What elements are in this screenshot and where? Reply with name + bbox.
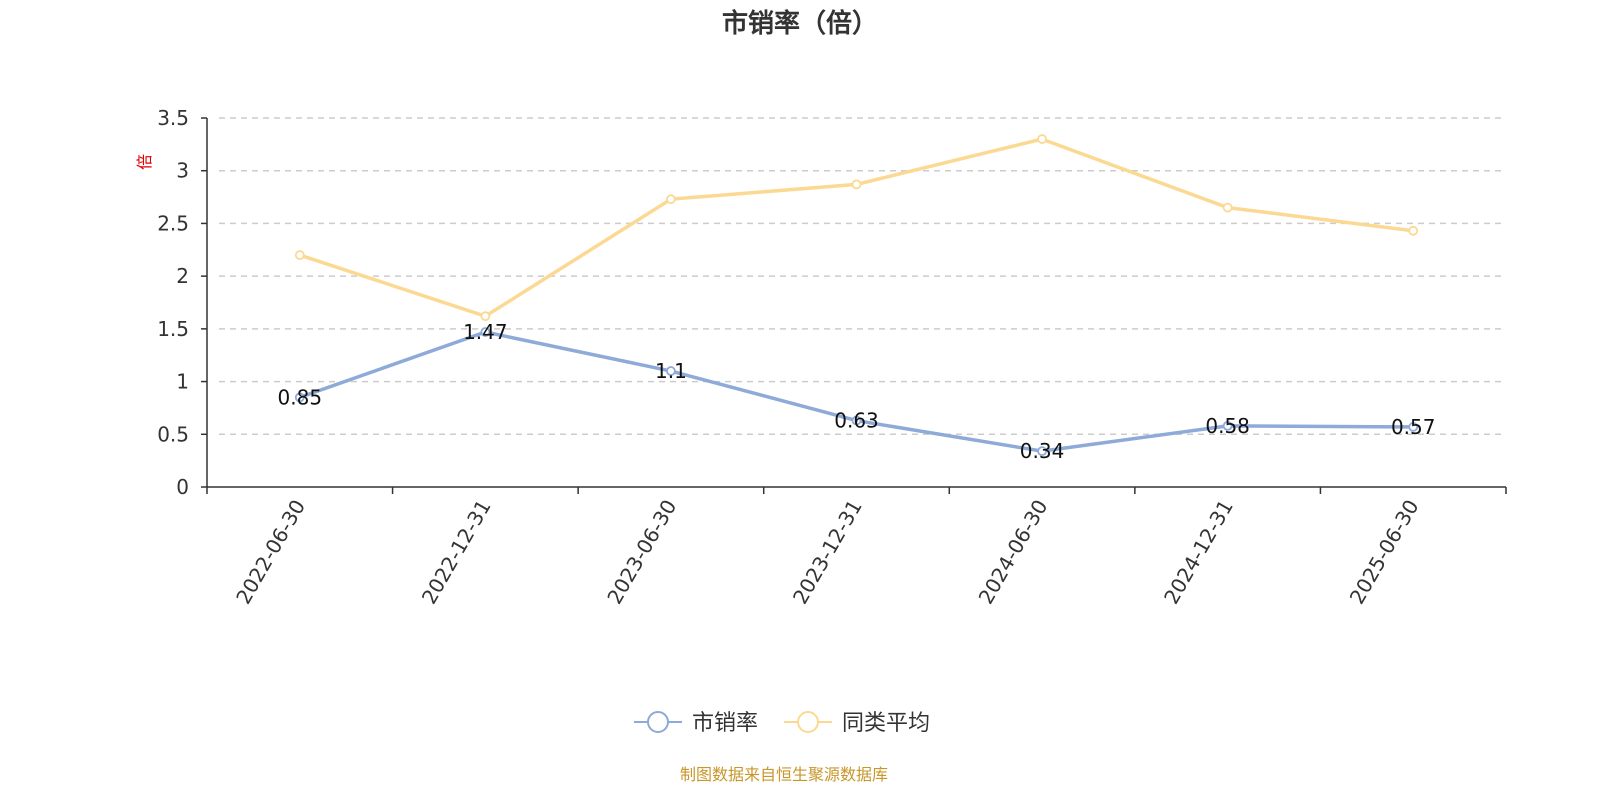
data-point bbox=[1408, 225, 1419, 236]
data-point bbox=[480, 311, 491, 322]
data-label: 0.63 bbox=[834, 409, 879, 433]
data-point bbox=[294, 392, 305, 403]
legend-item-1: 同类平均 bbox=[784, 711, 930, 736]
legend-marker bbox=[647, 711, 669, 733]
y-tick-label: 1.5 bbox=[157, 317, 189, 341]
data-point bbox=[480, 327, 491, 337]
data-point bbox=[851, 415, 862, 426]
x-tick-label: 2024-06-30 bbox=[973, 496, 1052, 609]
data-point bbox=[1037, 446, 1047, 457]
data-point bbox=[851, 179, 862, 190]
legend-label: 同类平均 bbox=[842, 711, 930, 736]
y-tick-label: 1 bbox=[176, 370, 189, 394]
data-point bbox=[1222, 420, 1233, 431]
x-tick-label: 2022-06-30 bbox=[231, 496, 310, 609]
x-tick-label: 2024-12-31 bbox=[1159, 496, 1238, 609]
data-label: 1.1 bbox=[655, 359, 687, 383]
x-tick-label: 2023-12-31 bbox=[788, 496, 867, 609]
data-point bbox=[294, 250, 305, 260]
x-tick-label: 2022-12-31 bbox=[417, 496, 496, 609]
series-0 bbox=[294, 327, 1419, 457]
y-tick-label: 3 bbox=[176, 159, 189, 183]
data-label: 0.57 bbox=[1391, 415, 1436, 439]
series-line bbox=[299, 137, 1414, 318]
y-tick-label: 0.5 bbox=[157, 422, 189, 446]
data-point bbox=[1408, 422, 1419, 432]
legend-marker bbox=[797, 711, 819, 733]
data-label: 0.58 bbox=[1205, 414, 1250, 438]
legend-label: 市销率 bbox=[692, 711, 758, 736]
y-tick-label: 3.5 bbox=[157, 106, 189, 130]
x-tick-label: 2023-06-30 bbox=[602, 496, 681, 609]
data-point bbox=[1222, 202, 1233, 213]
x-tick-label: 2025-06-30 bbox=[1345, 496, 1424, 609]
grid-lines bbox=[219, 117, 1506, 436]
data-point bbox=[666, 366, 676, 376]
data-labels: 0.85 1.47 1.1 0.63 0.34 0.58 0.57 bbox=[278, 320, 1436, 463]
data-point bbox=[1037, 134, 1047, 144]
y-axis-unit: 倍 bbox=[135, 154, 154, 170]
chart-title: 市销率（倍） bbox=[722, 8, 878, 39]
source-note: 制图数据来自恒生聚源数据库 bbox=[680, 765, 888, 784]
y-tick-labels: 0 0.5 1 1.5 2 2.5 3 3.5 bbox=[157, 106, 189, 499]
data-label: 1.47 bbox=[463, 320, 508, 344]
y-tick-label: 2.5 bbox=[157, 211, 189, 235]
data-point bbox=[666, 194, 676, 205]
data-label: 0.85 bbox=[278, 385, 323, 409]
data-label: 0.34 bbox=[1020, 439, 1065, 463]
axes bbox=[201, 117, 1507, 494]
y-tick-label: 2 bbox=[176, 264, 189, 288]
x-tick-labels: 2022-06-30 2022-12-31 2023-06-30 2023-12-31… bbox=[231, 496, 1423, 609]
legend: 市销率 同类平均 bbox=[634, 711, 930, 736]
y-tick-label: 0 bbox=[176, 475, 189, 499]
series-group: 0.85 1.47 1.1 0.63 0.34 0.58 0.57 bbox=[278, 134, 1436, 463]
legend-item-0: 市销率 bbox=[634, 711, 758, 736]
series-1 bbox=[294, 134, 1419, 322]
